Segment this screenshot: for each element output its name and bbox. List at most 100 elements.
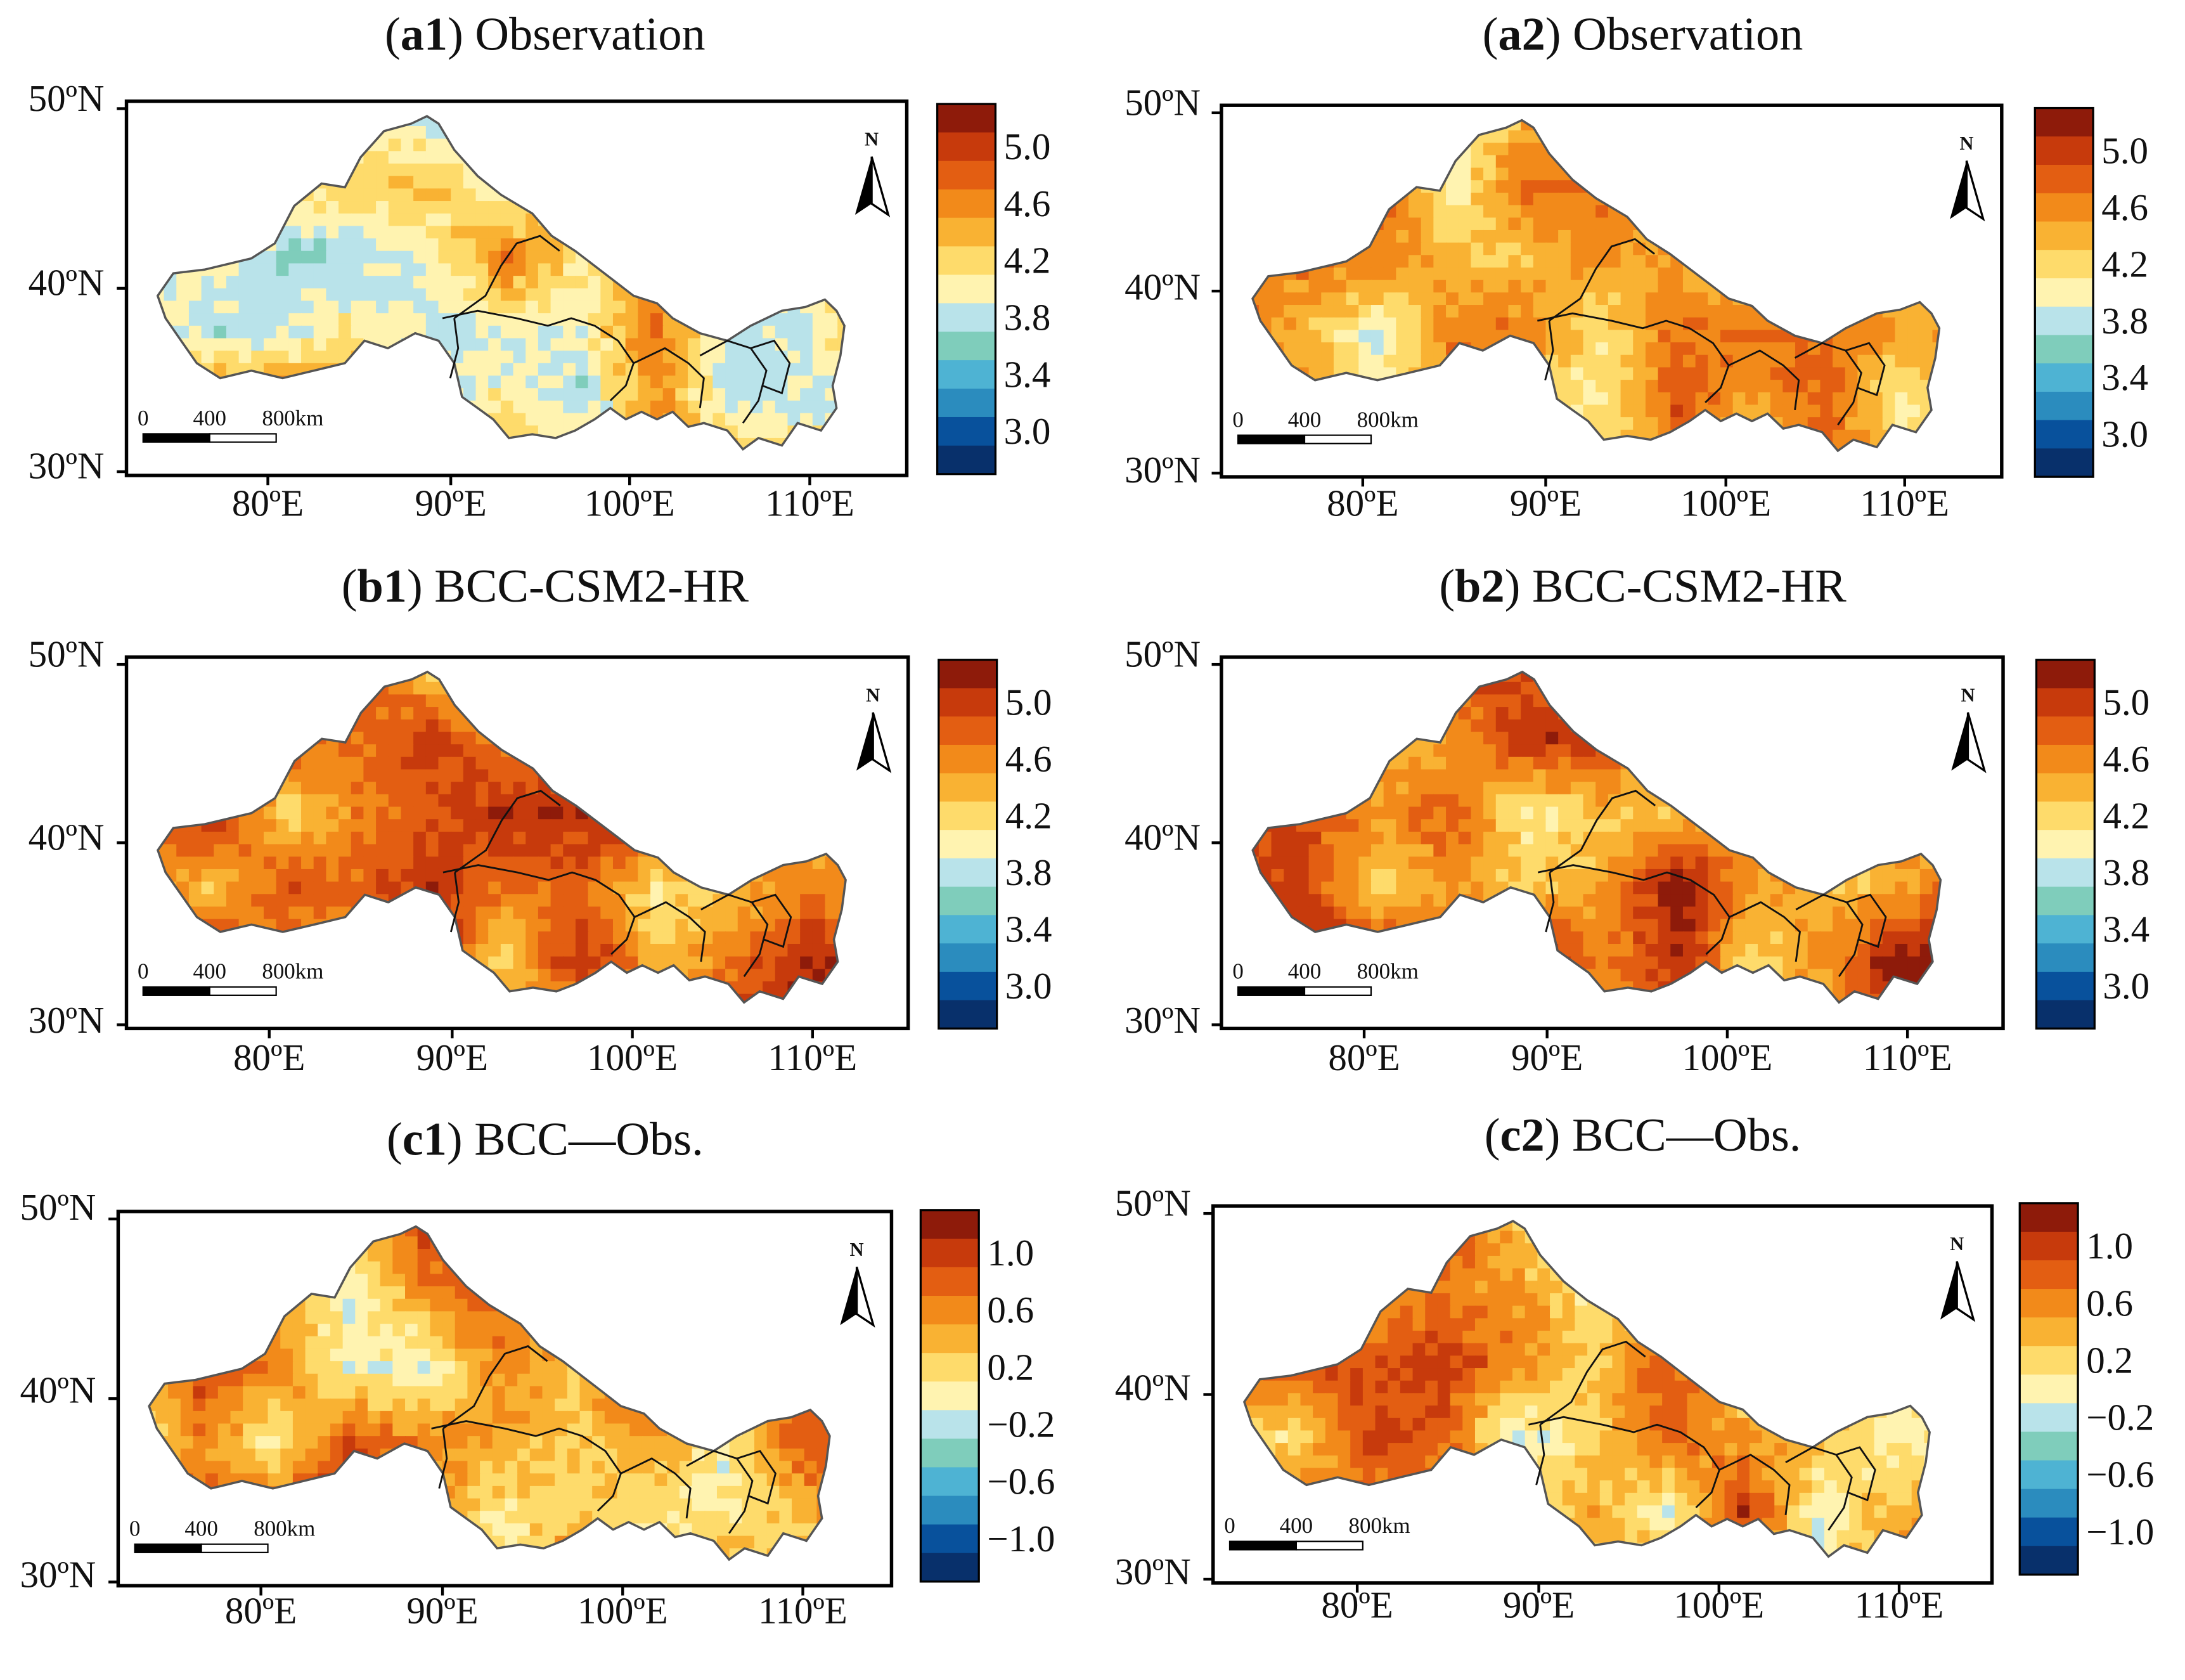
- legend-label: 3.8: [1005, 851, 1052, 893]
- legend-swatch: [937, 275, 996, 304]
- legend-label: 3.4: [1005, 908, 1052, 950]
- legend-swatch: [920, 1210, 979, 1239]
- legend-label: 4.6: [2101, 186, 2148, 228]
- legend-label: 0.6: [2086, 1282, 2133, 1324]
- legend-swatch: [937, 303, 996, 333]
- scale-bar: 0 400 800km: [129, 1516, 315, 1553]
- legend-swatch: [2035, 165, 2094, 194]
- panel-title-letter: b1: [357, 560, 407, 612]
- province-boundary: [1537, 864, 1731, 955]
- legend-label: −1.0: [2086, 1511, 2154, 1553]
- legend-label: −0.2: [987, 1404, 1055, 1445]
- scale-bar-label: 800km: [262, 959, 323, 984]
- legend-swatch: [2020, 1289, 2079, 1319]
- legend-swatch: [2035, 108, 2094, 138]
- legend-swatch: [937, 160, 996, 190]
- legend-swatch: [938, 886, 997, 916]
- panel-a1: (a1) Observation 50ºN 40ºN 30ºN 80ºE 90ºE 100º…: [29, 9, 1051, 524]
- lat-label: 30ºN: [1115, 1551, 1191, 1593]
- scale-bar-label: 0: [138, 959, 148, 984]
- panel-title-paren: (: [1439, 560, 1455, 612]
- lat-label: 50ºN: [1125, 81, 1201, 123]
- legend-label: 3.4: [2101, 356, 2148, 398]
- province-boundary: [1528, 1416, 1721, 1509]
- region-boundary: [1242, 1220, 1931, 1558]
- legend-label: 3.0: [2103, 965, 2150, 1007]
- lat-label: 30ºN: [20, 1554, 96, 1596]
- panel-title-text: ) Observation: [448, 9, 706, 61]
- legend-swatch: [2035, 136, 2094, 165]
- legend-label: 3.0: [2101, 413, 2148, 455]
- panel-title-text: ) BCC-CSM2-HR: [407, 560, 749, 612]
- scale-bar-label: 0: [138, 406, 148, 430]
- legend-swatch: [2035, 306, 2094, 336]
- province-boundary: [1836, 1446, 1876, 1502]
- panel-title-paren: (: [387, 1113, 403, 1165]
- region-boundary: [148, 1225, 831, 1561]
- legend-swatch: [2036, 1000, 2095, 1030]
- panel-c1: (c1) BCC—Obs. 50ºN 40ºN 30ºN 80ºE 90ºE 100ºE 11…: [20, 1113, 1055, 1631]
- lat-label: 50ºN: [29, 77, 105, 119]
- province-boundary: [1794, 342, 1862, 425]
- province-boundary: [442, 864, 636, 955]
- panel-title-letter: b2: [1455, 560, 1505, 612]
- legend-colorbar: 5.0 4.6 4.2 3.8 3.4 3.0: [2034, 107, 2148, 478]
- legend-swatch: [2036, 858, 2095, 888]
- lon-label: 80ºE: [1327, 482, 1398, 524]
- lat-label: 50ºN: [29, 633, 105, 675]
- province-boundary: [1539, 1340, 1646, 1426]
- lon-label: 100ºE: [587, 1037, 678, 1078]
- north-arrow-icon: [1950, 160, 1985, 222]
- legend-swatch: [2035, 250, 2094, 279]
- legend-swatch: [920, 1381, 979, 1411]
- legend-label: 4.6: [2103, 738, 2150, 780]
- panel-a2: (a2) Observation 50ºN 40ºN 30ºN 80ºE 90ºE 100º…: [1125, 9, 2148, 524]
- province-boundary: [1795, 893, 1864, 978]
- lon-label: 90ºE: [406, 1589, 478, 1631]
- lon-label: 80ºE: [225, 1589, 297, 1631]
- panel-title: (a1) Observation: [385, 9, 706, 61]
- legend-swatch: [938, 688, 997, 718]
- province-boundary: [686, 1450, 754, 1534]
- legend-label: 3.4: [1004, 353, 1051, 395]
- legend-label: 0.2: [2086, 1339, 2133, 1381]
- legend-swatch: [938, 773, 997, 803]
- panel-b1: (b1) BCC-CSM2-HR 50ºN 40ºN 30ºN 80ºE 90ºE 100º…: [29, 560, 1052, 1078]
- lat-label: 30ºN: [1125, 449, 1201, 491]
- legend-label: −1.0: [987, 1518, 1055, 1560]
- province-boundary: [1545, 872, 1555, 933]
- legend-swatch: [2020, 1203, 2079, 1232]
- province-boundary: [431, 1420, 622, 1512]
- lat-label: 50ºN: [1125, 633, 1201, 675]
- legend-swatch: [2036, 744, 2095, 774]
- lon-label: 110ºE: [768, 1037, 857, 1078]
- province-boundary: [1549, 789, 1656, 874]
- scale-bar-label: 800km: [262, 406, 323, 430]
- scale-bar-label: 400: [193, 406, 226, 430]
- legend-label: 3.8: [1004, 296, 1051, 338]
- province-boundary: [442, 1345, 548, 1430]
- province-boundary: [454, 789, 561, 874]
- region-boundary: [156, 670, 847, 1004]
- legend-swatch: [2036, 801, 2095, 831]
- north-arrow-label: N: [865, 129, 879, 150]
- legend-swatch: [920, 1496, 979, 1525]
- province-boundary: [737, 1450, 777, 1505]
- scale-bar-label: 0: [1232, 959, 1243, 984]
- panel-title-letter: a1: [401, 9, 448, 61]
- province-boundary: [1544, 320, 1554, 381]
- lon-label: 90ºE: [416, 1037, 488, 1078]
- lon-label: 110ºE: [758, 1589, 848, 1631]
- scale-bar: 0 400 800km: [138, 959, 323, 996]
- panel-title-text: ) BCC—Obs.: [447, 1113, 704, 1165]
- legend-swatch: [2036, 773, 2095, 803]
- legend-colorbar: 5.0 4.6 4.2 3.8 3.4 3.0: [2035, 659, 2150, 1030]
- north-arrow-label: N: [1959, 132, 1973, 154]
- legend-swatch: [2036, 886, 2095, 916]
- province-boundary: [620, 1457, 692, 1519]
- north-arrow-label: N: [850, 1239, 864, 1260]
- panel-title-text: ) BCC-CSM2-HR: [1505, 560, 1847, 612]
- legend-swatch: [920, 1324, 979, 1354]
- legend-swatch: [938, 744, 997, 774]
- legend-swatch: [2036, 830, 2095, 859]
